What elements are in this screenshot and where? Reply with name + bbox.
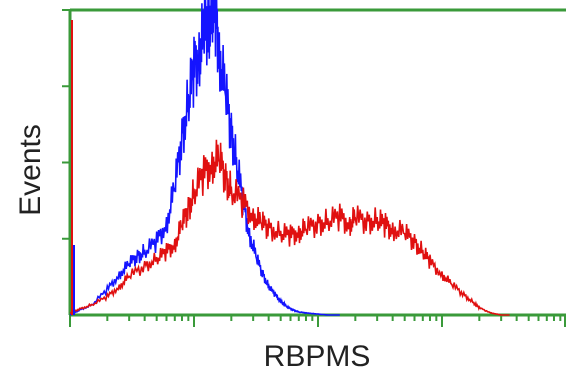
series-line-0: [69, 0, 340, 316]
axis-ticks: [62, 9, 566, 327]
x-axis-label: RBPMS: [264, 340, 371, 370]
series-layer: [69, 0, 510, 316]
y-axis-label: Events: [14, 124, 47, 216]
plot-frame: [68, 8, 566, 317]
series-line-1: [69, 139, 510, 316]
